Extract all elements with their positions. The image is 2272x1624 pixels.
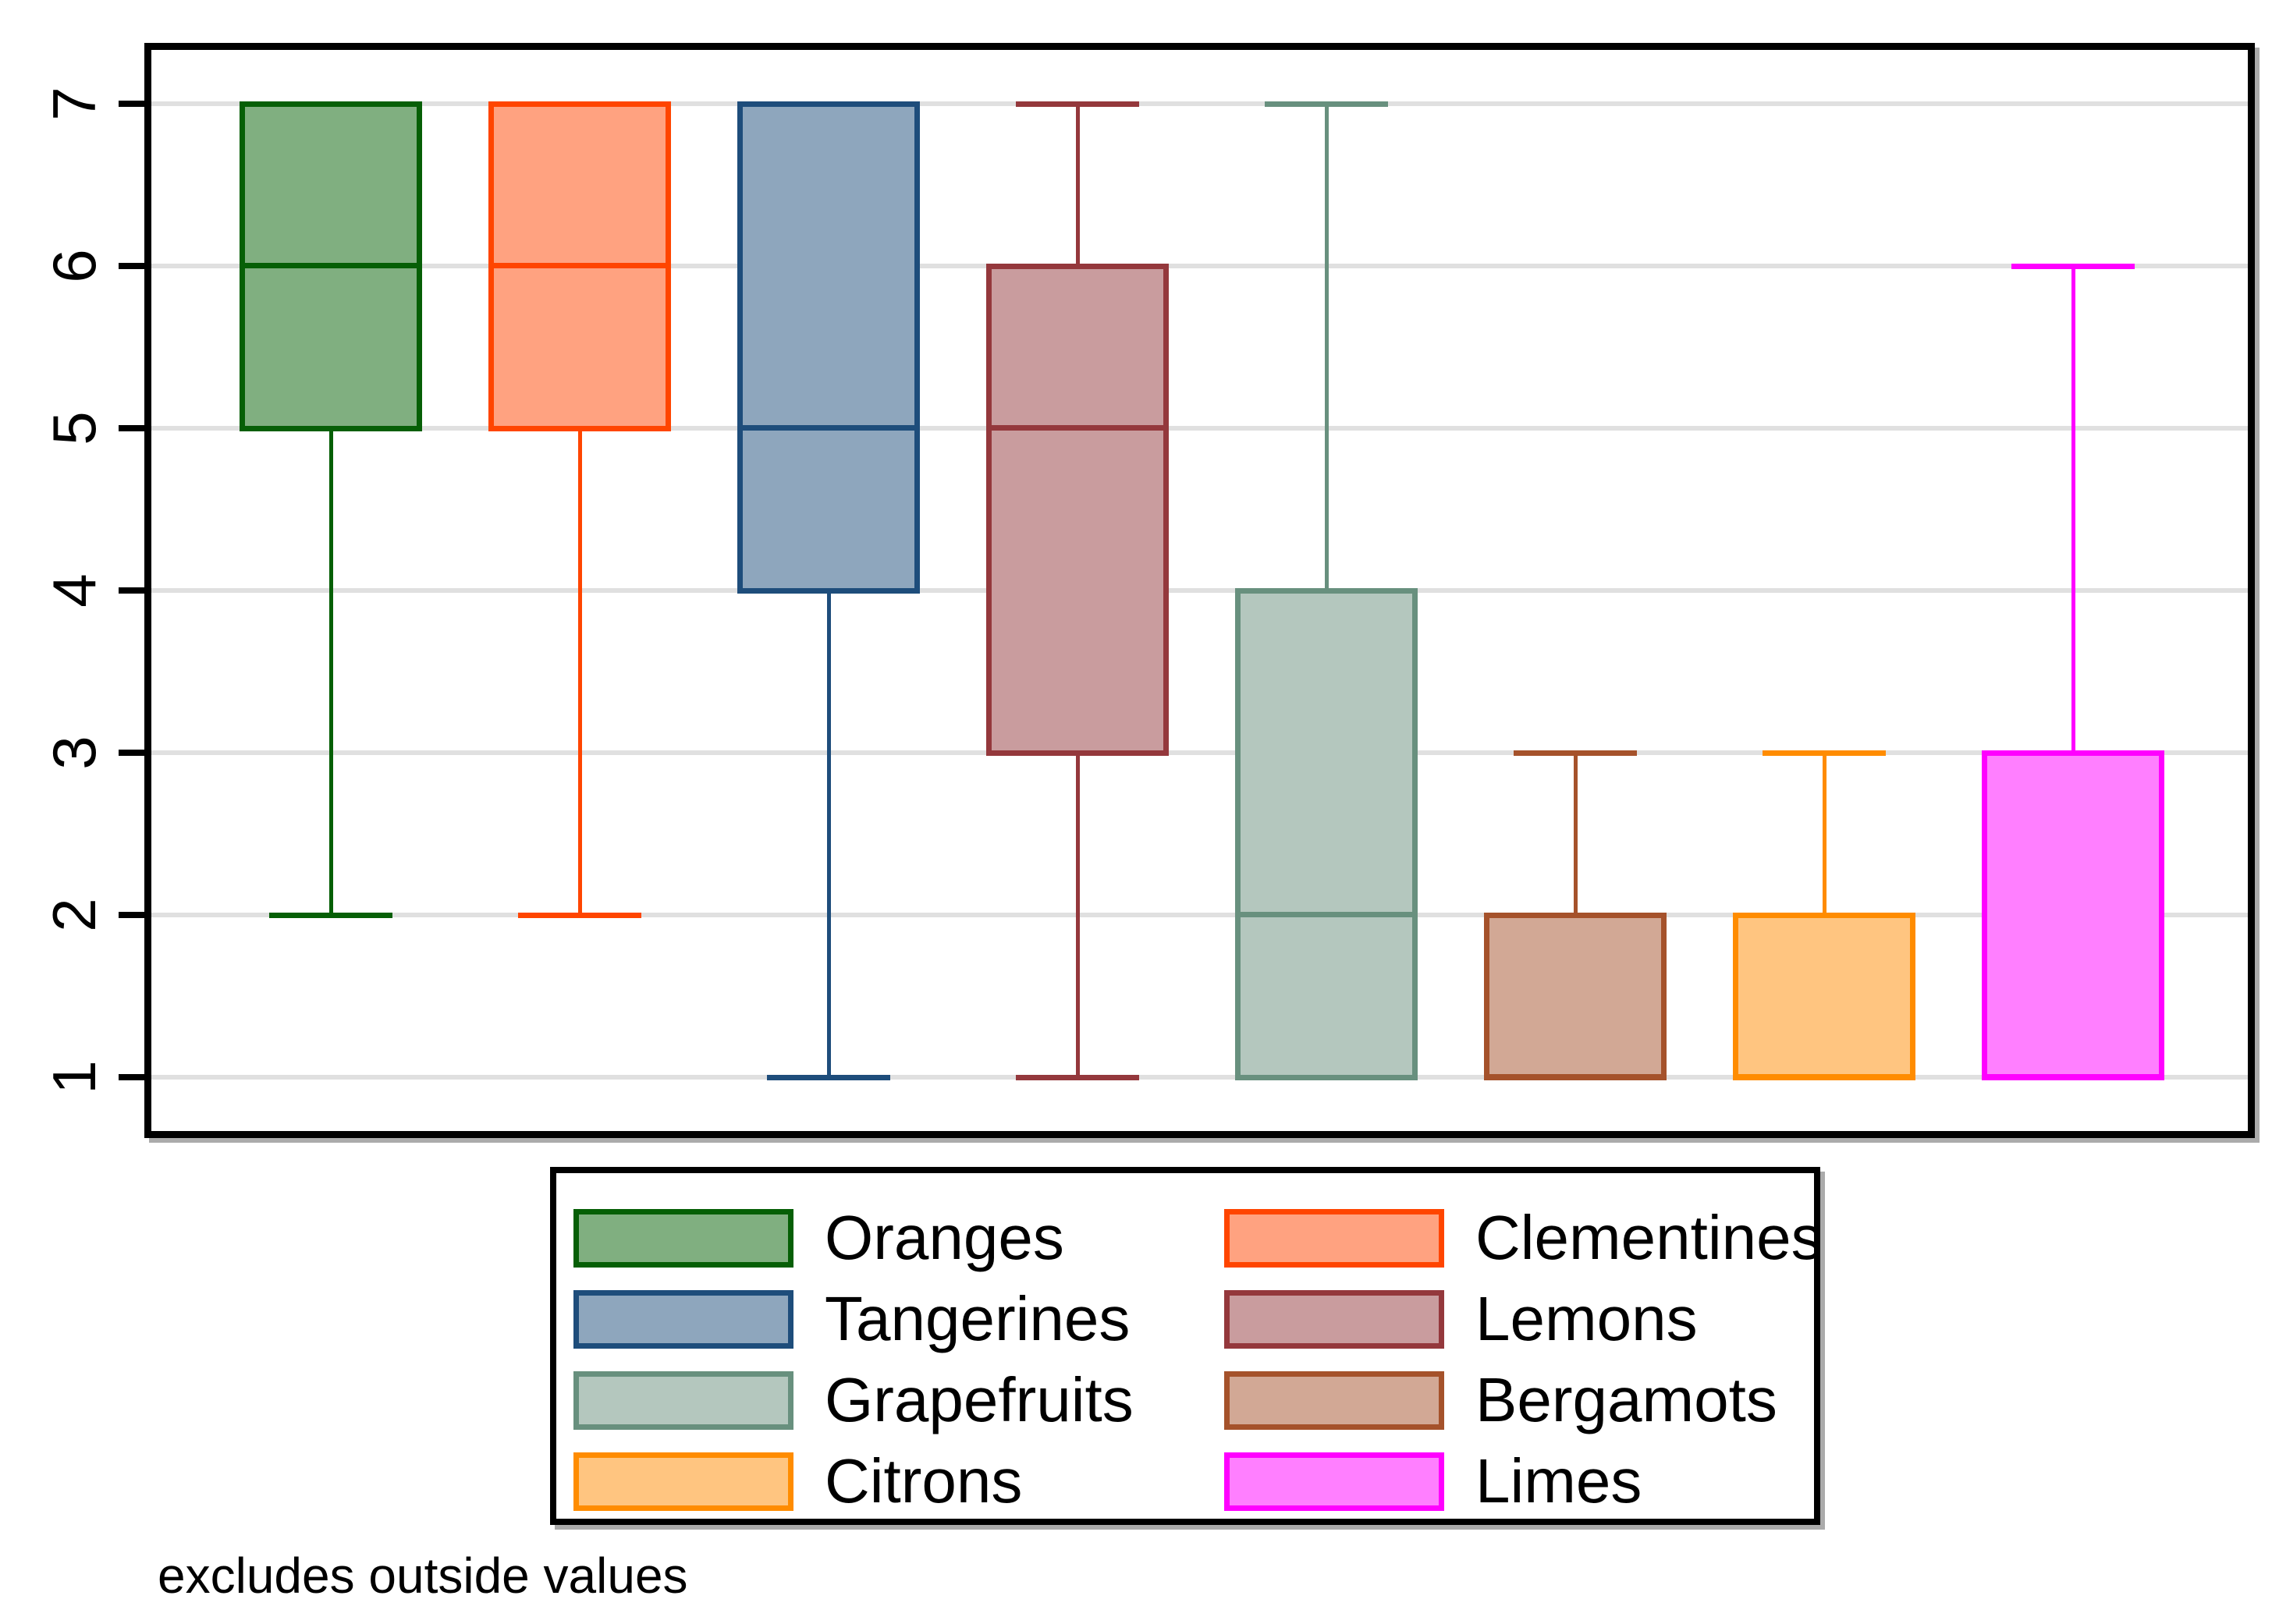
upper-whisker-cap [1016, 101, 1139, 107]
lower-whisker-stem [578, 428, 582, 915]
upper-whisker-stem [1325, 104, 1329, 590]
plot-area [144, 43, 2255, 1138]
gridline-3 [151, 750, 2248, 755]
box-grapefruits [1235, 588, 1418, 1080]
legend-swatch-oranges [573, 1208, 793, 1268]
lower-whisker-cap [767, 1075, 890, 1080]
box-limes [1982, 750, 2164, 1080]
box-bergamots [1484, 913, 1667, 1080]
legend-item-grapefruits: Grapefruits [573, 1369, 1224, 1431]
upper-whisker-cap [1514, 750, 1637, 756]
upper-whisker-cap [1763, 750, 1886, 756]
median-grapefruits [1235, 912, 1418, 917]
legend-label-oranges: Oranges [825, 1203, 1064, 1272]
legend-item-clementines: Clementines [1224, 1203, 1823, 1272]
lower-whisker-stem [827, 590, 831, 1077]
box-citrons [1733, 913, 1915, 1080]
legend-label-grapefruits: Grapefruits [825, 1365, 1134, 1434]
legend-label-clementines: Clementines [1475, 1203, 1823, 1272]
upper-whisker-stem [2071, 266, 2075, 753]
gridline-5 [151, 426, 2248, 431]
plot-inner [151, 50, 2248, 1131]
legend-swatch-tangerines [573, 1289, 793, 1349]
y-tick-label-4: 4 [40, 573, 108, 608]
legend-swatch-limes [1224, 1452, 1444, 1511]
legend: Oranges Clementines Tangerines Lemons Grapef… [550, 1167, 1823, 1525]
median-citrons [1733, 1074, 1915, 1080]
legend-item-bergamots: Bergamots [1224, 1369, 1822, 1431]
lower-whisker-stem [1076, 753, 1080, 1077]
legend-swatch-lemons [1224, 1289, 1444, 1349]
legend-label-tangerines: Tangerines [825, 1284, 1131, 1353]
box-tangerines [737, 101, 920, 594]
legend-item-citrons: Citrons [573, 1450, 1224, 1512]
median-oranges [240, 263, 422, 268]
gridline-7 [151, 101, 2248, 106]
legend-swatch-clementines [1224, 1208, 1444, 1268]
legend-label-citrons: Citrons [825, 1446, 1023, 1516]
upper-whisker-cap [1265, 101, 1388, 107]
legend-item-oranges: Oranges [573, 1207, 1224, 1269]
lower-whisker-cap [1016, 1075, 1139, 1080]
gridline-6 [151, 264, 2248, 268]
legend-label-limes: Limes [1475, 1446, 1642, 1516]
legend-swatch-grapefruits [573, 1370, 793, 1430]
legend-item-lemons: Lemons [1224, 1288, 1822, 1350]
lower-whisker-stem [329, 428, 333, 915]
note-text: excludes outside values [158, 1548, 688, 1604]
y-tick-label-6: 6 [40, 249, 108, 283]
box-lemons [986, 264, 1169, 756]
legend-swatch-citrons [573, 1452, 793, 1511]
legend-item-limes: Limes [1224, 1450, 1822, 1512]
upper-whisker-stem [1076, 104, 1080, 266]
legend-label-bergamots: Bergamots [1475, 1365, 1777, 1434]
median-lemons [986, 425, 1169, 431]
y-tick-label-7: 7 [40, 87, 108, 121]
y-tick-label-2: 2 [40, 898, 108, 932]
median-bergamots [1484, 1074, 1667, 1080]
y-tick-label-3: 3 [40, 736, 108, 770]
lower-whisker-cap [518, 913, 641, 918]
legend-label-lemons: Lemons [1475, 1284, 1698, 1353]
legend-swatch-bergamots [1224, 1370, 1444, 1430]
upper-whisker-stem [1823, 753, 1826, 915]
upper-whisker-cap [2011, 264, 2135, 269]
median-clementines [488, 263, 671, 268]
upper-whisker-stem [1574, 753, 1578, 915]
gridline-2 [151, 913, 2248, 917]
median-tangerines [737, 425, 920, 431]
y-tick-label-5: 5 [40, 411, 108, 445]
legend-grid: Oranges Clementines Tangerines Lemons Grapef… [573, 1197, 1823, 1522]
y-tick-label-1: 1 [40, 1060, 108, 1094]
gridline-1 [151, 1075, 2248, 1080]
median-limes [1982, 1074, 2164, 1080]
gridline-4 [151, 588, 2248, 593]
legend-item-tangerines: Tangerines [573, 1288, 1224, 1350]
lower-whisker-cap [269, 913, 392, 918]
